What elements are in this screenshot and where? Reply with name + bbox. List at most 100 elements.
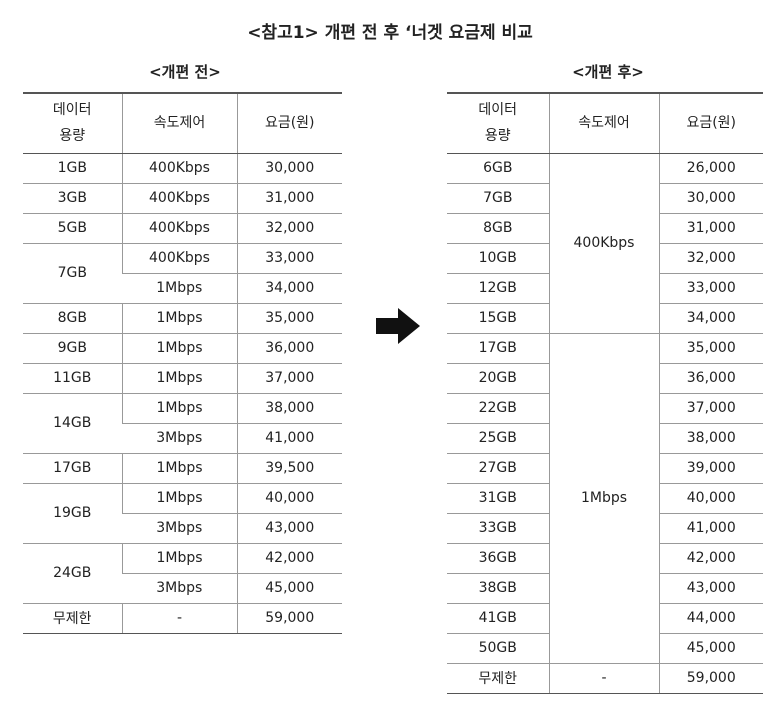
data-cell: 12GB [447, 273, 549, 304]
row: 3Mbps 41,000 [23, 423, 342, 454]
row: 3Mbps 43,000 [23, 513, 342, 544]
speed-cell: 1Mbps [121, 363, 237, 394]
price-cell: 59,000 [236, 603, 342, 634]
price-cell: 45,000 [236, 573, 342, 604]
price-cell: 33,000 [236, 243, 342, 274]
header-cell: 요금(원) [658, 92, 763, 154]
data-cell: 8GB [23, 303, 122, 334]
data-cell: 31GB [447, 483, 549, 514]
row: 12GB 33,000 [447, 273, 763, 304]
speed-cell: - [121, 603, 237, 634]
price-cell: 34,000 [658, 303, 763, 334]
speed-cell: 400Kbps [121, 153, 237, 184]
row: 27GB 39,000 [447, 453, 763, 484]
price-cell: 45,000 [658, 633, 763, 664]
speed-cell: 1Mbps [122, 273, 237, 304]
price-cell: 38,000 [658, 423, 763, 454]
speed-cell: 1Mbps [121, 543, 237, 574]
price-cell: 41,000 [236, 423, 342, 454]
speed-cell: 400Kbps [121, 243, 237, 274]
price-cell: 33,000 [658, 273, 763, 304]
row: 11GB 1Mbps 37,000 [23, 363, 342, 394]
price-cell: 42,000 [236, 543, 342, 574]
price-cell: 34,000 [236, 273, 342, 304]
data-cell: 50GB [447, 633, 549, 664]
subtitle: <개편 후> [572, 63, 644, 81]
data-cell: 19GB [23, 483, 122, 544]
speed-cell: 3Mbps [122, 423, 237, 454]
row: 36GB 42,000 [447, 543, 763, 574]
row: 31GB 40,000 [447, 483, 763, 514]
speed-cell: 400Kbps [121, 213, 237, 244]
data-cell: 25GB [447, 423, 549, 454]
price-cell: 36,000 [236, 333, 342, 364]
price-cell: 36,000 [658, 363, 763, 394]
row: 20GB 36,000 [447, 363, 763, 394]
price-cell: 42,000 [658, 543, 763, 574]
data-cell: 17GB [447, 333, 549, 364]
data-cell: 무제한 [23, 603, 122, 634]
row: 33GB 41,000 [447, 513, 763, 544]
row: 8GB 1Mbps 35,000 [23, 303, 342, 334]
row: 무제한 -59,000 [447, 663, 763, 694]
data-cell: 7GB [23, 243, 122, 304]
row: 9GB 1Mbps 36,000 [23, 333, 342, 364]
price-cell: 35,000 [658, 333, 763, 364]
price-cell: 44,000 [658, 603, 763, 634]
data-cell: 15GB [447, 303, 549, 334]
row: 19GB 1Mbps 40,000 [23, 483, 342, 544]
title: <참고1> 개편 전 후 ‘너겟 요금제 비교 [247, 23, 533, 43]
header-cell: 요금(원) [236, 92, 342, 154]
data-cell: 10GB [447, 243, 549, 274]
header-cell: 속도제어 [121, 92, 237, 154]
data-cell: 3GB [23, 183, 122, 214]
price-cell: 30,000 [236, 153, 342, 184]
row: 3Mbps 45,000 [23, 573, 342, 604]
price-cell: 38,000 [236, 393, 342, 424]
data-cell: 36GB [447, 543, 549, 574]
after-table: 데이터 용량 속도제어 요금(원) 6GB 400Kbps 26,000 7GB 30,000… [447, 92, 763, 694]
row: 38GB 43,000 [447, 573, 763, 604]
price-cell: 35,000 [236, 303, 342, 334]
data-cell: 무제한 [447, 663, 549, 694]
speed-cell: 400Kbps [121, 183, 237, 214]
data-cell: 17GB [23, 453, 122, 484]
arrow [376, 308, 420, 344]
price-cell: 39,500 [236, 453, 342, 484]
subtitle: <개편 전> [149, 63, 221, 81]
data-cell: 11GB [23, 363, 122, 394]
price-cell: 43,000 [236, 513, 342, 544]
speed-cell: 1Mbps [121, 393, 237, 424]
row: 41GB 44,000 [447, 603, 763, 634]
data-cell: 6GB [447, 153, 549, 184]
data-cell: 27GB [447, 453, 549, 484]
data-cell: 1GB [23, 153, 122, 184]
row: 데이터 용량 속도제어 요금(원) [23, 92, 342, 154]
row: 14GB 1Mbps 38,000 [23, 393, 342, 454]
row: 22GB 37,000 [447, 393, 763, 424]
row: 17GB 1Mbps 35,000 [447, 333, 763, 664]
header-cell: 데이터 용량 [23, 92, 122, 154]
row: 8GB 31,000 [447, 213, 763, 244]
speed-cell: 1Mbps [548, 333, 659, 664]
data-cell: 9GB [23, 333, 122, 364]
price-cell: 26,000 [658, 153, 763, 184]
data-cell: 14GB [23, 393, 122, 454]
price-cell: 40,000 [236, 483, 342, 514]
speed-cell: 1Mbps [121, 483, 237, 514]
row: 5GB 400Kbps 32,000 [23, 213, 342, 244]
data-cell: 22GB [447, 393, 549, 424]
speed-cell: - [548, 663, 659, 694]
price-cell: 40,000 [658, 483, 763, 514]
price-cell: 32,000 [658, 243, 763, 274]
price-cell: 30,000 [658, 183, 763, 214]
price-cell: 37,000 [236, 363, 342, 394]
row: 17GB 1Mbps 39,500 [23, 453, 342, 484]
price-cell: 59,000 [658, 663, 763, 694]
row: 25GB 38,000 [447, 423, 763, 454]
row: 50GB 45,000 [447, 633, 763, 664]
row: 24GB 1Mbps 42,000 [23, 543, 342, 604]
row: 무제한 -59,000 [23, 603, 342, 634]
speed-cell: 3Mbps [122, 513, 237, 544]
